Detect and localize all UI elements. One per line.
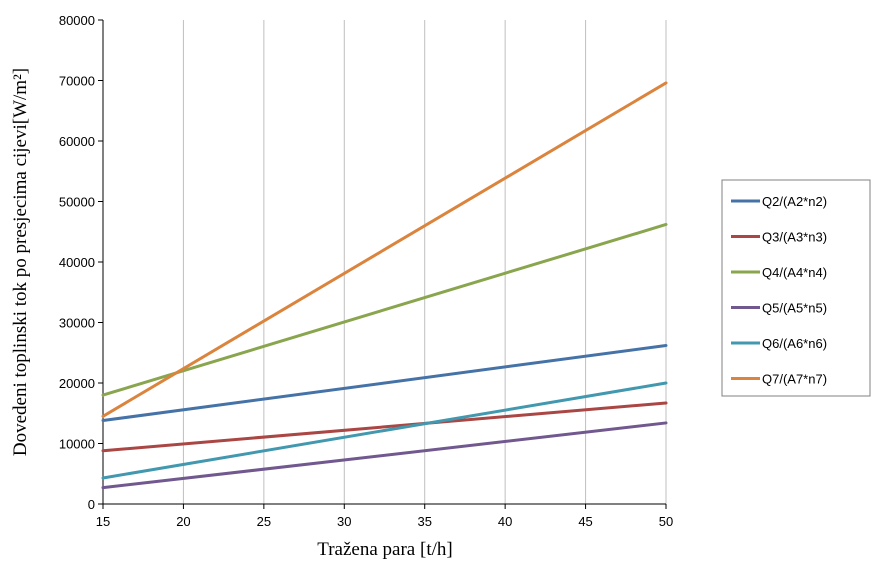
series-lines [101, 81, 668, 490]
y-tick-label: 0 [88, 497, 95, 512]
y-tick-label: 70000 [59, 74, 95, 89]
y-tick-label: 60000 [59, 134, 95, 149]
legend-label: Q5/(A5*n5) [762, 301, 827, 316]
series-line-2 [101, 343, 668, 423]
x-tick-label: 25 [257, 514, 271, 529]
y-axis-title: Dovedeni toplinski tok po presjecima cij… [10, 68, 31, 456]
axes [98, 19, 667, 509]
series-line-5 [101, 421, 668, 490]
x-tick-labels: 15 20 25 30 35 40 45 50 [96, 514, 673, 529]
x-tick-label: 50 [659, 514, 673, 529]
x-tick-label: 45 [578, 514, 592, 529]
x-axis-title: Tražena para [t/h] [317, 539, 452, 560]
legend-label: Q6/(A6*n6) [762, 336, 827, 351]
y-tick-label: 80000 [59, 13, 95, 28]
x-tick-label: 40 [498, 514, 512, 529]
legend-label: Q3/(A3*n3) [762, 230, 827, 245]
y-tick-label: 20000 [59, 376, 95, 391]
legend-label: Q2/(A2*n2) [762, 194, 827, 209]
x-tick-label: 15 [96, 514, 110, 529]
legend-box [721, 179, 871, 397]
series-line-6 [101, 381, 668, 480]
series-line-4 [101, 222, 668, 397]
legend-label: Q7/(A7*n7) [762, 372, 827, 387]
grid-lines [182, 20, 667, 504]
y-tick-label: 10000 [59, 437, 95, 452]
x-tick-label: 35 [417, 514, 431, 529]
series-line-3 [101, 401, 668, 453]
legend: Q2/(A2*n2) Q3/(A3*n3) Q4/(A4*n4) Q5/(A5*n5)… [721, 179, 871, 397]
y-tick-label: 30000 [59, 316, 95, 331]
y-tick-label: 40000 [59, 255, 95, 270]
x-tick-label: 20 [176, 514, 190, 529]
legend-label: Q4/(A4*n4) [762, 265, 827, 280]
y-tick-label: 50000 [59, 195, 95, 210]
x-tick-label: 30 [337, 514, 351, 529]
y-tick-labels: 0 10000 20000 30000 40000 50000 60000 70000 8000… [59, 13, 95, 512]
series-line-7 [101, 81, 668, 418]
